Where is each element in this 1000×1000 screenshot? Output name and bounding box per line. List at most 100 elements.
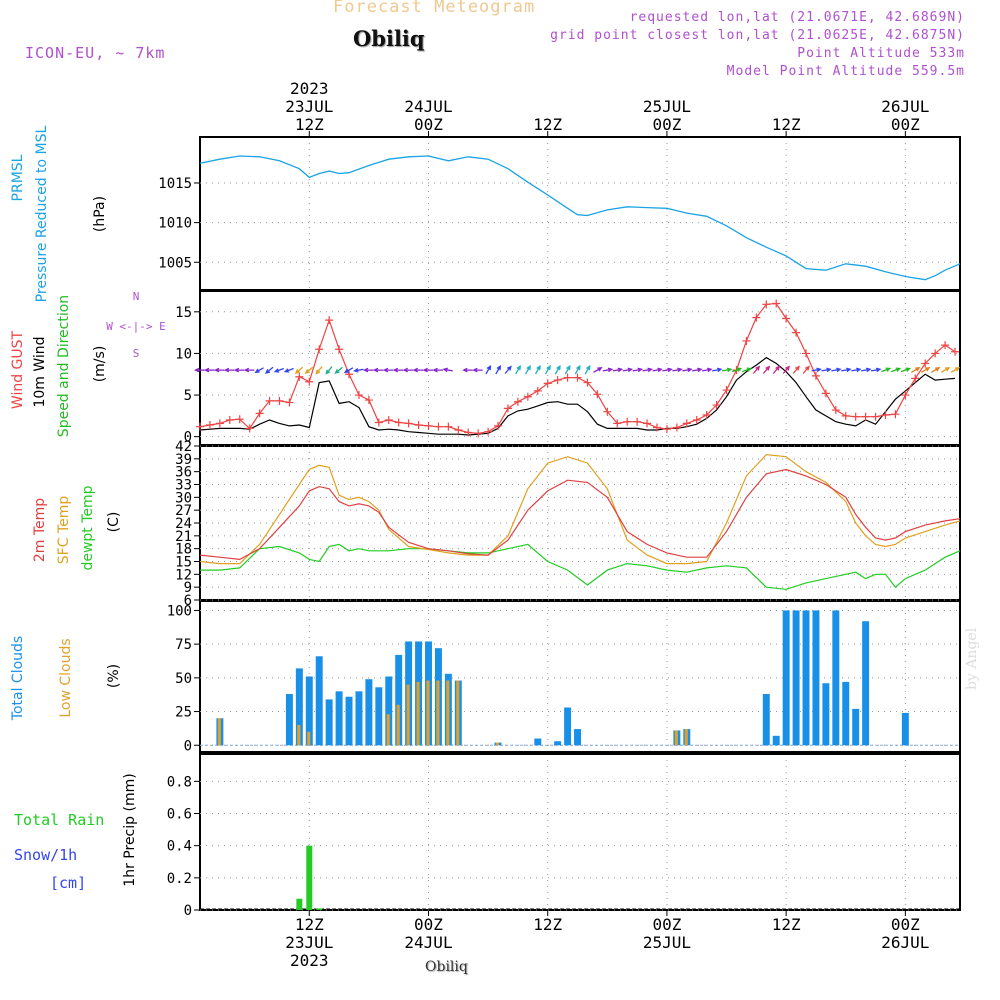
top-time-label: 00Z bbox=[414, 115, 443, 134]
wind-direction-arrow bbox=[203, 367, 215, 373]
wind-direction-arrow bbox=[782, 365, 790, 374]
compass-south-label: S bbox=[133, 347, 140, 360]
low-clouds-bar bbox=[297, 725, 301, 746]
wind-gust-marker bbox=[941, 341, 950, 350]
bottom-time-label: 26JUL bbox=[881, 933, 929, 952]
rain-bar bbox=[316, 908, 323, 910]
total-clouds-bar bbox=[554, 741, 562, 746]
wind-direction-arrow bbox=[861, 367, 872, 373]
meteogram-title: Forecast Meteogram bbox=[333, 0, 536, 17]
temp-sfc-axis-label: SFC Temp bbox=[56, 496, 72, 565]
wind-direction-arrow bbox=[911, 367, 921, 373]
wind-gust-marker bbox=[484, 427, 493, 436]
wind-gust-marker bbox=[196, 422, 204, 431]
top-time-label: 24JUL bbox=[404, 97, 452, 116]
wind-direction-arrow bbox=[294, 366, 304, 374]
total-clouds-bar bbox=[832, 610, 840, 746]
total-clouds-bar bbox=[802, 610, 810, 746]
bottom-time-label: 12Z bbox=[533, 915, 562, 934]
top-time-label: 00Z bbox=[652, 115, 681, 134]
total-clouds-bar bbox=[564, 707, 572, 746]
wind-gust-marker bbox=[861, 412, 870, 421]
low-clouds-bar bbox=[446, 680, 450, 746]
wind-gust-axis-label: Wind GUST bbox=[10, 330, 26, 409]
wind-gust-marker bbox=[354, 391, 363, 400]
wind-gust-marker bbox=[881, 411, 890, 420]
wind-direction-arrow bbox=[642, 367, 653, 373]
temperature-ytick-label: 42 bbox=[175, 439, 192, 455]
model-label: ICON-EU, ~ 7km bbox=[25, 44, 166, 62]
snow-unit-label: [cm] bbox=[50, 874, 86, 892]
top-time-label: 25JUL bbox=[643, 97, 691, 116]
pressure-ytick-label: 1005 bbox=[158, 255, 192, 271]
wind-gust-marker bbox=[613, 419, 622, 428]
wind-gust-marker bbox=[831, 406, 840, 415]
wind-direction-arrow bbox=[472, 367, 483, 373]
wind-gust-marker bbox=[623, 417, 632, 426]
wind-direction-arrow bbox=[264, 366, 274, 374]
bottom-time-label: 24JUL bbox=[404, 933, 452, 952]
wind-gust-marker bbox=[503, 404, 512, 413]
pressure-ytick-label: 1015 bbox=[158, 176, 192, 192]
wind-direction-axis-label: Speed and Direction bbox=[56, 295, 72, 437]
wind-gust-marker bbox=[384, 416, 393, 425]
snow-axis-label: Snow/1h bbox=[14, 846, 77, 864]
wind-direction-arrow bbox=[534, 364, 541, 375]
wind-direction-arrow bbox=[602, 367, 614, 373]
wind-gust-marker bbox=[543, 379, 552, 388]
wind-direction-arrow bbox=[402, 367, 414, 373]
wind-gust-marker bbox=[682, 419, 691, 428]
wind-direction-arrow bbox=[731, 367, 743, 373]
wind-direction-arrow bbox=[485, 364, 492, 375]
total-clouds-bar bbox=[375, 687, 383, 746]
temp-dewpt-axis-label: dewpt Temp bbox=[80, 485, 96, 570]
wind-gust-marker bbox=[275, 396, 284, 405]
rain-bar bbox=[296, 898, 303, 910]
wind-gust-marker bbox=[285, 398, 294, 407]
total-clouds-bar bbox=[285, 694, 293, 746]
wind-direction-arrow bbox=[721, 367, 733, 373]
precipitation-ytick-label: 0 bbox=[184, 903, 192, 919]
wind-gust-marker bbox=[792, 328, 801, 337]
top-time-label: 2023 bbox=[290, 79, 329, 98]
total-clouds-bar bbox=[335, 691, 343, 746]
wind-gust-marker bbox=[325, 316, 334, 325]
bottom-time-label: 23JUL bbox=[285, 933, 333, 952]
wind-direction-arrow bbox=[702, 367, 713, 373]
wind-direction-arrow bbox=[950, 367, 961, 373]
clouds-unit-label: (%) bbox=[106, 664, 122, 688]
wind-speed-line bbox=[199, 356, 956, 436]
total-clouds-bar bbox=[574, 729, 581, 746]
temperature-ytick-label: 21 bbox=[175, 529, 192, 545]
wind-gust-marker bbox=[265, 396, 274, 405]
wind-direction-arrow bbox=[432, 367, 443, 373]
total-clouds-bar bbox=[355, 691, 363, 746]
total-clouds-bar bbox=[325, 699, 333, 746]
wind-direction-arrow bbox=[811, 367, 822, 373]
wind-gust-marker bbox=[245, 424, 254, 433]
temperature-ytick-label: 36 bbox=[175, 465, 192, 481]
wind-gust-marker bbox=[931, 349, 940, 358]
point-altitude: Point Altitude 533m bbox=[797, 46, 965, 61]
wind-gust-marker bbox=[374, 418, 383, 427]
wind-gust-marker bbox=[235, 415, 244, 424]
precipitation-ytick-label: 0.2 bbox=[167, 871, 192, 887]
temperature-ytick-label: 12 bbox=[175, 567, 192, 583]
pressure-unit-label: (hPa) bbox=[92, 196, 108, 232]
wind-gust-marker bbox=[454, 426, 463, 435]
temp-unit-label: (C) bbox=[106, 512, 122, 533]
pressure-panel-frame bbox=[199, 136, 961, 291]
wind-gust-marker bbox=[295, 372, 304, 381]
total-clouds-bar bbox=[812, 610, 820, 746]
total-clouds-axis-label: Total Clouds bbox=[10, 636, 26, 721]
wind-gust-marker bbox=[603, 407, 612, 416]
clouds-ytick-label: 75 bbox=[175, 637, 192, 653]
wind-gust-marker bbox=[643, 419, 652, 428]
temperature-ytick-label: 6 bbox=[184, 593, 192, 609]
wind-gust-marker bbox=[593, 390, 602, 399]
wind-gust-marker bbox=[225, 416, 234, 425]
wind-gust-marker bbox=[474, 429, 483, 438]
total-clouds-bar bbox=[822, 683, 830, 746]
wind-direction-arrow bbox=[304, 366, 314, 374]
pressure-ytick-label: 1010 bbox=[158, 216, 192, 232]
